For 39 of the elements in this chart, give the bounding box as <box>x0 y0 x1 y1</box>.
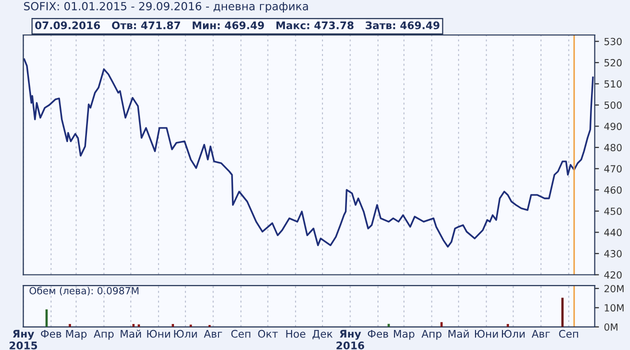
x-tick-label: Апр <box>422 330 442 340</box>
x-tick-label: Ное <box>286 330 306 338</box>
chart-title: SOFIX: 01.01.2015 - 29.09.2016 - дневна графика <box>24 2 308 13</box>
x-tick-label: Май <box>448 330 469 338</box>
y-tick-label: 450 <box>604 208 622 215</box>
y-tick-label: 510 <box>604 80 622 88</box>
x-tick-label: Май <box>120 330 141 338</box>
y-tick-label: 440 <box>604 228 622 236</box>
x-tick-label: Сеп <box>231 330 250 338</box>
y-tick-label: 530 <box>604 38 622 46</box>
text: 07.09.2016 Отв: 471.87 Мин: 469.49 Макс: 473.78 Затв: 469.49 <box>35 21 440 30</box>
x-tick-label: Мар <box>66 330 87 340</box>
x-tick-label: Юни <box>475 330 498 338</box>
x-tick-label: Фев <box>368 330 388 338</box>
x-tick-label: Сеп <box>559 330 578 338</box>
x-tick-label: Мар <box>394 330 414 340</box>
y-tick-label: 20M <box>604 284 624 292</box>
y-tick-label: 460 <box>604 186 622 194</box>
x-tick-label: Фев <box>40 330 62 338</box>
x-tick-label: Юли <box>502 330 525 338</box>
y-tick-label: 490 <box>604 122 622 130</box>
x-tick-label: Окт <box>258 330 278 338</box>
x-tick-label: Дек <box>312 330 333 340</box>
x-tick-label: Юни <box>147 330 170 338</box>
x-tick-label: Авг <box>532 330 550 338</box>
y-tick-label: 430 <box>604 250 622 258</box>
y-tick-label: 0M <box>604 323 618 331</box>
x-tick-label: Авг <box>204 330 222 338</box>
y-tick-label: 10M <box>604 304 624 312</box>
y-tick-label: 520 <box>604 59 622 66</box>
x-tick-label: Юли <box>174 330 197 338</box>
x-tick-label: Яну 2015 <box>10 330 38 350</box>
y-tick-label: 480 <box>604 144 622 152</box>
x-tick-label: Яну 2016 <box>336 330 364 350</box>
x-tick-label: Апр <box>94 330 114 340</box>
y-tick-label: 500 <box>604 101 622 109</box>
y-tick-label: 470 <box>604 165 622 172</box>
y-tick-label: 420 <box>604 271 622 279</box>
annotation: Обем (лева): 0.0987M <box>30 286 138 296</box>
